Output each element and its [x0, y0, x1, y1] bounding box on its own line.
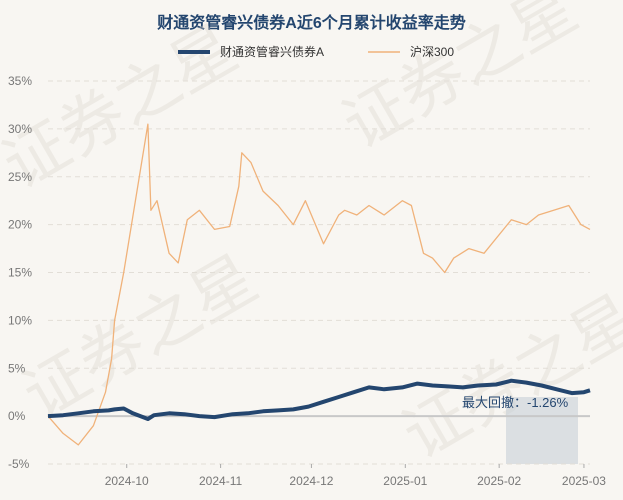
- y-tick-label: 0%: [8, 409, 26, 423]
- y-tick-label: 10%: [8, 313, 32, 327]
- max-drawdown-region: [506, 397, 578, 464]
- x-tick-label: 2025-02: [477, 474, 521, 488]
- svg-text:证券之星: 证券之星: [11, 242, 270, 434]
- y-tick-label: 35%: [8, 74, 32, 88]
- series-line-fund: [47, 378, 591, 421]
- x-tick-label: 2024-10: [105, 474, 149, 488]
- svg-text:证券之星: 证券之星: [0, 12, 250, 204]
- y-tick-label: 30%: [8, 122, 32, 136]
- max-drawdown-label: 最大回撤：-1.26%: [462, 395, 569, 410]
- x-tick-label: 2024-11: [199, 474, 242, 488]
- series-line-csi300: [47, 123, 591, 446]
- x-tick-label: 2025-01: [383, 474, 427, 488]
- svg-text:证券之星: 证券之星: [331, 0, 590, 164]
- y-tick-label: -5%: [8, 457, 30, 471]
- y-tick-label: 20%: [8, 218, 32, 232]
- x-tick-label: 2024-12: [289, 474, 333, 488]
- y-tick-label: 5%: [8, 361, 26, 375]
- legend-label-csi300: 沪深300: [410, 45, 454, 59]
- legend-label-fund: 财通资管睿兴债券A: [220, 44, 324, 59]
- y-tick-label: 25%: [8, 170, 32, 184]
- y-tick-label: 15%: [8, 266, 32, 280]
- x-tick-label: 2025-03: [562, 474, 606, 488]
- chart-title: 财通资管睿兴债券A近6个月累计收益率走势: [157, 15, 466, 32]
